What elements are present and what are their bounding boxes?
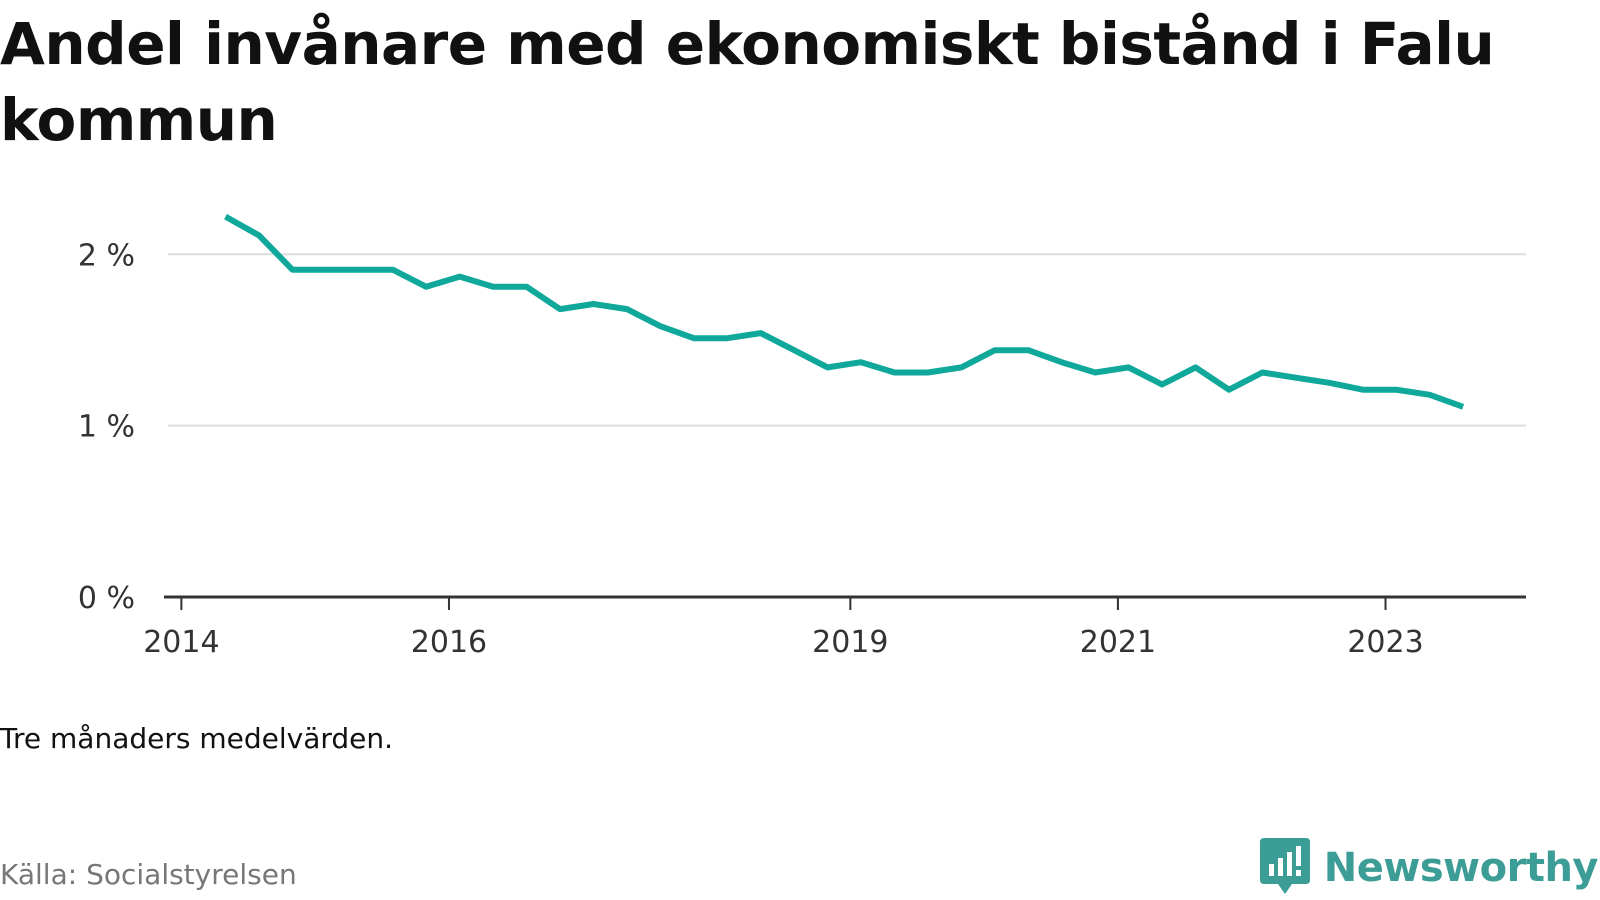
brand-logo[interactable]: Newsworthy	[1259, 838, 1599, 898]
series-line	[224, 213, 1465, 410]
y-tick-label: 0 %	[78, 581, 135, 616]
x-tick-label: 2019	[812, 625, 888, 660]
y-tick-labels: 0 % 1 % 2 %	[78, 238, 135, 616]
source-text: Källa: Socialstyrelsen	[0, 858, 297, 891]
chart-title: Andel invånare med ekonomiskt bistånd i …	[0, 10, 1495, 154]
x-tick-labels: 2014 2016 2019 2021 2023	[143, 625, 1423, 660]
newsworthy-logo-icon	[1259, 838, 1310, 894]
gridlines	[168, 253, 1526, 427]
x-tick-label: 2023	[1347, 625, 1423, 660]
y-tick-label: 1 %	[78, 410, 135, 445]
y-tick-label: 2 %	[78, 238, 135, 273]
series-lines	[224, 213, 1465, 410]
chart-note: Tre månaders medelvärden.	[0, 722, 394, 755]
x-tick-label: 2016	[411, 625, 487, 660]
x-tick-label: 2021	[1080, 625, 1156, 660]
x-axis	[164, 595, 1526, 610]
x-tick-label: 2014	[143, 625, 219, 660]
brand-name: Newsworthy	[1323, 845, 1599, 891]
